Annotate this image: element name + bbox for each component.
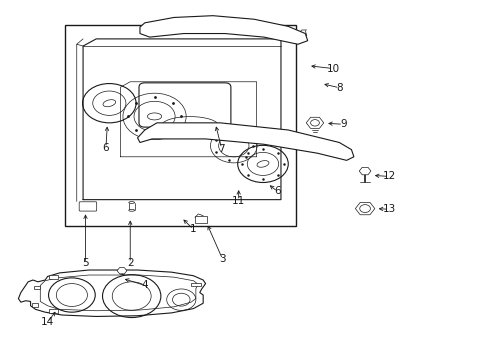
Text: 4: 4 xyxy=(141,280,148,291)
Text: 12: 12 xyxy=(382,171,395,181)
Bar xyxy=(34,286,40,289)
Bar xyxy=(49,275,58,279)
Text: 6: 6 xyxy=(102,143,109,153)
Bar xyxy=(195,216,206,223)
Polygon shape xyxy=(19,270,205,316)
Bar xyxy=(191,283,201,287)
Bar xyxy=(49,309,58,313)
Text: 6: 6 xyxy=(274,186,280,197)
Bar xyxy=(31,303,38,307)
Text: 2: 2 xyxy=(127,258,133,268)
Text: 9: 9 xyxy=(339,119,346,129)
FancyBboxPatch shape xyxy=(79,202,97,211)
Text: 11: 11 xyxy=(232,196,245,206)
Text: 5: 5 xyxy=(82,258,89,268)
Text: 10: 10 xyxy=(326,64,339,73)
Text: 3: 3 xyxy=(219,254,225,264)
Text: 14: 14 xyxy=(41,317,54,327)
Ellipse shape xyxy=(128,202,134,203)
Text: 8: 8 xyxy=(336,83,343,93)
Bar xyxy=(64,24,295,226)
FancyBboxPatch shape xyxy=(139,83,230,127)
Text: 7: 7 xyxy=(218,144,224,154)
Polygon shape xyxy=(137,123,353,160)
Text: 13: 13 xyxy=(382,204,395,214)
Text: 1: 1 xyxy=(190,224,196,234)
Ellipse shape xyxy=(128,210,134,211)
Polygon shape xyxy=(140,16,307,44)
